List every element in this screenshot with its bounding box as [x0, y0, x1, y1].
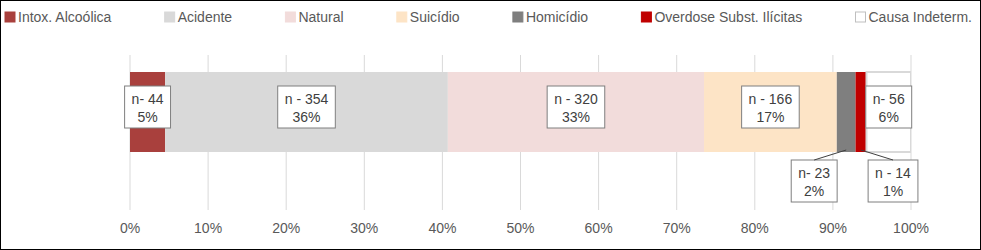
count-label: n- 23: [798, 165, 830, 181]
count-label: n - 166: [749, 91, 793, 107]
label-box: [278, 86, 336, 128]
value-label: 33%: [562, 109, 590, 125]
label-box: [742, 86, 800, 128]
legend-swatch: [165, 12, 175, 22]
legend-item: Causa Indeterm.: [856, 9, 973, 25]
legend-label: Acidente: [178, 9, 233, 25]
leader-line: [814, 150, 846, 160]
value-label: 1%: [883, 183, 903, 199]
tick-label: 60%: [585, 220, 613, 236]
label-box: [866, 86, 912, 128]
legend-label: Overdose Subst. Ilícitas: [654, 9, 802, 25]
data-label: n- 56 6%: [866, 86, 912, 128]
data-label: n- 44 5%: [125, 86, 171, 128]
tick-label: 30%: [350, 220, 378, 236]
legend-item: Homicídio: [513, 9, 588, 25]
tick-label: 0%: [120, 220, 140, 236]
legend-label: Natural: [298, 9, 343, 25]
data-label: n - 354 36%: [278, 86, 336, 128]
tick-label: 80%: [741, 220, 769, 236]
data-labels: n- 44 5% n - 354 36% n - 320 33% n - 166 17% n- …: [125, 86, 918, 202]
bar-segment: [448, 72, 704, 152]
legend-item: Overdose Subst. Ilícitas: [641, 9, 802, 25]
tick-label: 100%: [893, 220, 929, 236]
value-label: 6%: [879, 109, 899, 125]
bar-segment: [837, 72, 856, 152]
label-box: [125, 86, 171, 128]
legend-label: Intox. Alcoólica: [18, 9, 112, 25]
legend-label: Homicídio: [526, 9, 588, 25]
legend-swatch: [641, 12, 651, 22]
legend-swatch: [5, 12, 15, 22]
legend-swatch: [513, 12, 523, 22]
data-label: n - 14 1%: [861, 150, 918, 202]
legend-swatch: [397, 12, 407, 22]
count-label: n- 56: [873, 91, 905, 107]
legend-label: Suicídio: [410, 9, 460, 25]
value-label: 17%: [756, 109, 784, 125]
value-label: 2%: [804, 183, 824, 199]
frame: [1, 1, 981, 250]
label-box: [547, 86, 605, 128]
count-label: n - 354: [285, 91, 329, 107]
legend-swatch: [285, 12, 295, 22]
legend-item: Acidente: [165, 9, 233, 25]
data-label: n - 166 17%: [742, 86, 800, 128]
grid: [130, 55, 911, 210]
tick-label: 70%: [663, 220, 691, 236]
tick-label: 50%: [506, 220, 534, 236]
legend-label: Causa Indeterm.: [869, 9, 973, 25]
legend: Intox. Alcoólica Acidente Natural Suicídio H…: [5, 9, 972, 25]
tick-label: 90%: [819, 220, 847, 236]
label-box: [868, 160, 918, 202]
bars: [130, 72, 911, 152]
legend-item: Natural: [285, 9, 343, 25]
tick-label: 10%: [194, 220, 222, 236]
legend-item: Suicídio: [397, 9, 460, 25]
count-label: n- 44: [132, 91, 164, 107]
data-label: n- 23 2%: [791, 150, 846, 202]
leader-line: [861, 150, 893, 160]
data-label: n - 320 33%: [547, 86, 605, 128]
bar-segment: [704, 72, 837, 152]
legend-swatch: [856, 12, 866, 22]
legend-item: Intox. Alcoólica: [5, 9, 112, 25]
bar-segment: [866, 72, 911, 152]
bar-segment: [856, 72, 867, 152]
tick-label: 40%: [428, 220, 456, 236]
value-label: 5%: [137, 109, 157, 125]
label-box: [791, 160, 837, 202]
value-label: 36%: [292, 109, 320, 125]
count-label: n - 14: [875, 165, 911, 181]
chart: 0% 10% 20% 30% 40% 50% 60% 70% 80% 90% 100% Intox. …: [0, 0, 981, 250]
bar-segment: [165, 72, 448, 152]
tick-label: 20%: [272, 220, 300, 236]
count-label: n - 320: [554, 91, 598, 107]
